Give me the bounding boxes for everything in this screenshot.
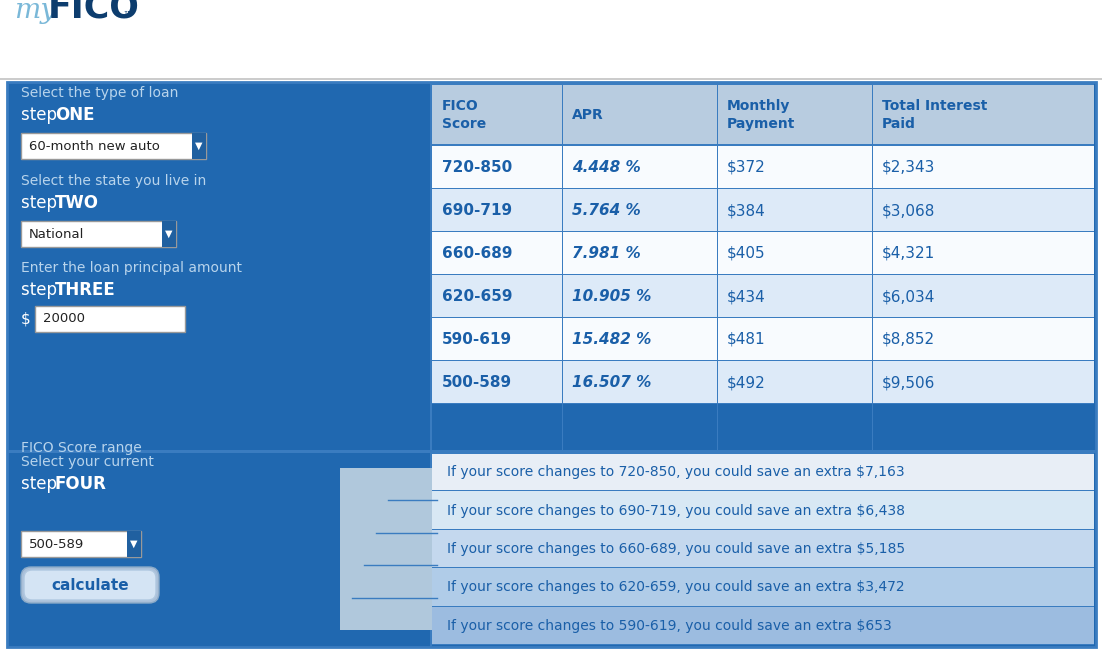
Text: $434: $434: [727, 289, 766, 304]
Bar: [432, 529, 1094, 530]
Text: National: National: [29, 227, 85, 240]
Bar: [7, 450, 1096, 453]
Text: THREE: THREE: [55, 281, 116, 299]
Text: If your score changes to 590-619, you could save an extra $653: If your score changes to 590-619, you co…: [447, 619, 892, 633]
Bar: [432, 84, 1094, 146]
Text: Enter the loan principal amount: Enter the loan principal amount: [21, 261, 242, 275]
Bar: [432, 530, 1094, 568]
Text: 15.482 %: 15.482 %: [572, 332, 651, 347]
Text: step: step: [21, 281, 62, 299]
Text: 500-589: 500-589: [29, 537, 84, 551]
Text: $6,034: $6,034: [882, 289, 936, 304]
Bar: [432, 232, 1094, 275]
Bar: [432, 317, 1094, 318]
Bar: [432, 146, 1094, 189]
Text: Total Interest
Paid: Total Interest Paid: [882, 99, 987, 131]
Text: 690-719: 690-719: [442, 203, 512, 218]
Text: $2,343: $2,343: [882, 160, 936, 175]
Text: my: my: [14, 0, 56, 24]
Text: ▼: ▼: [165, 229, 173, 239]
Text: FOUR: FOUR: [55, 475, 107, 493]
Bar: [7, 82, 1096, 647]
Text: step: step: [21, 194, 62, 212]
Bar: [162, 221, 176, 247]
Text: Select your current: Select your current: [21, 455, 154, 469]
Text: $4,321: $4,321: [882, 246, 936, 261]
Text: If your score changes to 690-719, you could save an extra $6,438: If your score changes to 690-719, you co…: [447, 504, 905, 518]
Bar: [432, 144, 1094, 146]
Bar: [192, 133, 206, 159]
Text: calculate: calculate: [51, 578, 129, 593]
Text: 20000: 20000: [43, 313, 85, 325]
Bar: [432, 274, 1094, 275]
Text: 7.981 %: 7.981 %: [572, 246, 640, 261]
Text: 5.764 %: 5.764 %: [572, 203, 640, 218]
Text: 500-589: 500-589: [442, 375, 512, 390]
Bar: [432, 606, 1094, 645]
Text: ▼: ▼: [130, 539, 138, 549]
Text: 620-659: 620-659: [442, 289, 512, 304]
Text: FICO: FICO: [48, 0, 140, 24]
Text: APR: APR: [572, 108, 604, 122]
Text: $492: $492: [727, 375, 766, 390]
Bar: [0, 78, 1102, 80]
Text: $8,852: $8,852: [882, 332, 936, 347]
Text: $3,068: $3,068: [882, 203, 936, 218]
Bar: [432, 491, 1094, 530]
Bar: [432, 83, 1094, 85]
Text: If your score changes to 720-850, you could save an extra $7,163: If your score changes to 720-850, you co…: [447, 465, 905, 479]
Text: Select the type of loan: Select the type of loan: [21, 86, 179, 100]
Bar: [432, 189, 1094, 232]
Text: ▼: ▼: [195, 141, 203, 151]
Bar: [432, 231, 1094, 232]
Bar: [9, 84, 430, 645]
Bar: [432, 567, 1094, 568]
Polygon shape: [341, 468, 437, 630]
Text: $372: $372: [727, 160, 766, 175]
Bar: [432, 452, 1094, 454]
Text: ONE: ONE: [55, 106, 95, 124]
Bar: [21, 221, 176, 247]
Text: 10.905 %: 10.905 %: [572, 289, 651, 304]
Text: $481: $481: [727, 332, 766, 347]
Text: step: step: [21, 475, 62, 493]
Text: If your score changes to 660-689, you could save an extra $5,185: If your score changes to 660-689, you co…: [447, 542, 905, 556]
Bar: [432, 453, 1094, 491]
Bar: [432, 275, 1094, 318]
Text: $: $: [21, 311, 31, 327]
Text: step: step: [21, 106, 62, 124]
Bar: [21, 531, 141, 557]
Text: 660-689: 660-689: [442, 246, 512, 261]
Bar: [127, 531, 141, 557]
Text: 16.507 %: 16.507 %: [572, 375, 651, 390]
Text: 720-850: 720-850: [442, 160, 512, 175]
Text: 590-619: 590-619: [442, 332, 512, 347]
FancyBboxPatch shape: [21, 567, 159, 603]
Text: $9,506: $9,506: [882, 375, 936, 390]
Text: Monthly
Payment: Monthly Payment: [727, 99, 796, 131]
Text: If your score changes to 620-659, you could save an extra $3,472: If your score changes to 620-659, you co…: [447, 580, 905, 595]
Bar: [432, 361, 1094, 404]
Bar: [432, 188, 1094, 189]
Text: TWO: TWO: [55, 194, 99, 212]
Bar: [35, 306, 185, 332]
Text: 60-month new auto: 60-month new auto: [29, 139, 160, 152]
Bar: [432, 644, 1094, 645]
Text: Select the state you live in: Select the state you live in: [21, 174, 206, 188]
Bar: [432, 360, 1094, 361]
Text: FICO
Score: FICO Score: [442, 99, 486, 131]
Bar: [21, 133, 206, 159]
Bar: [7, 82, 1096, 647]
Text: $384: $384: [727, 203, 766, 218]
Bar: [432, 490, 1094, 491]
Bar: [432, 568, 1094, 606]
Bar: [432, 403, 1094, 404]
Text: FICO Score range: FICO Score range: [21, 441, 142, 455]
Bar: [430, 82, 432, 647]
Text: 4.448 %: 4.448 %: [572, 160, 640, 175]
Text: ™: ™: [122, 11, 133, 21]
Bar: [432, 318, 1094, 361]
FancyBboxPatch shape: [24, 570, 156, 600]
Text: $405: $405: [727, 246, 766, 261]
